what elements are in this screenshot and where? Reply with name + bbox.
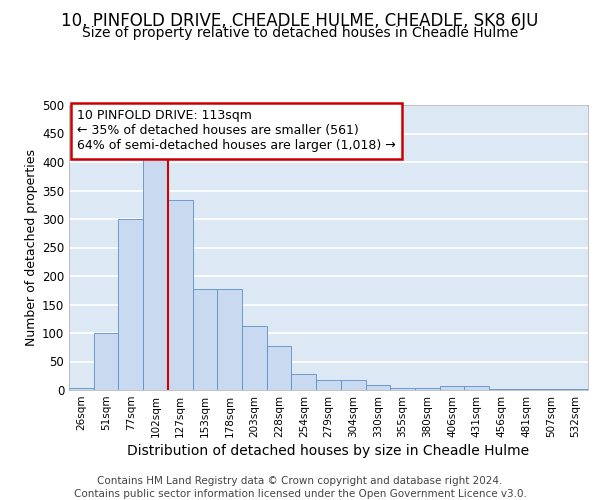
Bar [316, 380, 341, 390]
Bar [118, 219, 143, 390]
Bar [390, 388, 415, 390]
Bar [168, 200, 193, 390]
Bar [94, 333, 118, 390]
Text: 10, PINFOLD DRIVE, CHEADLE HULME, CHEADLE, SK8 6JU: 10, PINFOLD DRIVE, CHEADLE HULME, CHEADL… [61, 12, 539, 30]
Bar [365, 386, 390, 390]
X-axis label: Distribution of detached houses by size in Cheadle Hulme: Distribution of detached houses by size … [127, 444, 530, 458]
Bar [489, 389, 514, 390]
Bar [563, 389, 588, 390]
Bar [464, 386, 489, 390]
Text: Contains HM Land Registry data © Crown copyright and database right 2024.: Contains HM Land Registry data © Crown c… [97, 476, 503, 486]
Bar [514, 389, 539, 390]
Bar [193, 288, 217, 390]
Text: 10 PINFOLD DRIVE: 113sqm
← 35% of detached houses are smaller (561)
64% of semi-: 10 PINFOLD DRIVE: 113sqm ← 35% of detach… [77, 110, 395, 152]
Text: Size of property relative to detached houses in Cheadle Hulme: Size of property relative to detached ho… [82, 26, 518, 40]
Bar [440, 386, 464, 390]
Bar [415, 388, 440, 390]
Bar [143, 154, 168, 390]
Bar [539, 389, 563, 390]
Bar [341, 380, 365, 390]
Bar [69, 388, 94, 390]
Bar [217, 288, 242, 390]
Bar [267, 346, 292, 390]
Text: Contains public sector information licensed under the Open Government Licence v3: Contains public sector information licen… [74, 489, 526, 499]
Bar [292, 374, 316, 390]
Y-axis label: Number of detached properties: Number of detached properties [25, 149, 38, 346]
Bar [242, 326, 267, 390]
